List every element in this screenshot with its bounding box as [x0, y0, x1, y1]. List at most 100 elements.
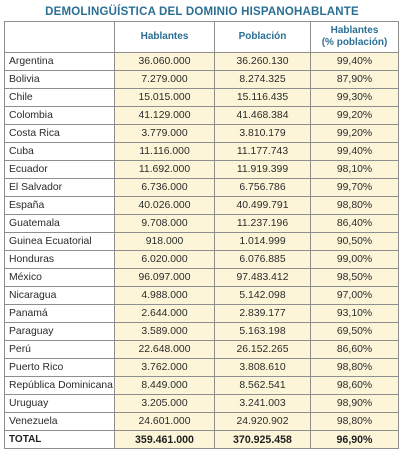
- percent-cell: 99,20%: [310, 124, 399, 143]
- population-cell: 3.810.179: [214, 124, 311, 143]
- population-cell: 3.808.610: [214, 358, 311, 377]
- percent-cell: 98,10%: [310, 160, 399, 179]
- country-cell: Perú: [4, 340, 115, 359]
- country-cell: Cuba: [4, 142, 115, 161]
- percent-cell: 99,20%: [310, 106, 399, 125]
- percent-cell: 98,50%: [310, 268, 399, 287]
- total-label: TOTAL: [4, 430, 115, 449]
- speakers-cell: 36.060.000: [114, 52, 215, 71]
- table-row: Argentina 36.060.000 36.260.130 99,40%: [4, 52, 399, 71]
- table-row: Nicaragua 4.988.000 5.142.098 97,00%: [4, 286, 399, 305]
- population-cell: 26.152.265: [214, 340, 311, 359]
- percent-cell: 98,90%: [310, 394, 399, 413]
- speakers-cell: 41.129.000: [114, 106, 215, 125]
- header-population: Población: [214, 21, 311, 53]
- population-cell: 97.483.412: [214, 268, 311, 287]
- speakers-cell: 15.015.000: [114, 88, 215, 107]
- speakers-cell: 9.708.000: [114, 214, 215, 233]
- population-cell: 15.116.435: [214, 88, 311, 107]
- table-row: República Dominicana 8.449.000 8.562.541 98…: [4, 376, 399, 395]
- percent-cell: 86,40%: [310, 214, 399, 233]
- speakers-cell: 11.116.000: [114, 142, 215, 161]
- table-body: Argentina 36.060.000 36.260.130 99,40% Boliv…: [4, 52, 399, 449]
- speakers-cell: 4.988.000: [114, 286, 215, 305]
- table-row: Honduras 6.020.000 6.076.885 99,00%: [4, 250, 399, 269]
- country-cell: Colombia: [4, 106, 115, 125]
- percent-cell: 99,40%: [310, 52, 399, 71]
- percent-cell: 93,10%: [310, 304, 399, 323]
- country-cell: República Dominicana: [4, 376, 115, 395]
- population-cell: 5.163.198: [214, 322, 311, 341]
- header-country: [4, 21, 115, 53]
- country-cell: Argentina: [4, 52, 115, 71]
- population-cell: 11.919.399: [214, 160, 311, 179]
- table-row: Chile 15.015.000 15.116.435 99,30%: [4, 88, 399, 107]
- population-cell: 41.468.384: [214, 106, 311, 125]
- table-row: Paraguay 3.589.000 5.163.198 69,50%: [4, 322, 399, 341]
- speakers-cell: 3.589.000: [114, 322, 215, 341]
- country-cell: Bolivia: [4, 70, 115, 89]
- header-percent-line2: (% población): [321, 37, 388, 48]
- speakers-cell: 11.692.000: [114, 160, 215, 179]
- country-cell: Nicaragua: [4, 286, 115, 305]
- speakers-cell: 22.648.000: [114, 340, 215, 359]
- speakers-cell: 6.736.000: [114, 178, 215, 197]
- table-title: DEMOLINGÜÍSTICA DEL DOMINIO HISPANOHABLA…: [45, 6, 359, 18]
- country-cell: Honduras: [4, 250, 115, 269]
- country-cell: Panamá: [4, 304, 115, 323]
- country-cell: El Salvador: [4, 178, 115, 197]
- percent-cell: 99,70%: [310, 178, 399, 197]
- table-row: Uruguay 3.205.000 3.241.003 98,90%: [4, 394, 399, 413]
- country-cell: España: [4, 196, 115, 215]
- speakers-cell: 40.026.000: [114, 196, 215, 215]
- header-speakers: Hablantes: [114, 21, 215, 53]
- percent-cell: 98,80%: [310, 196, 399, 215]
- percent-cell: 69,50%: [310, 322, 399, 341]
- total-speakers: 359.461.000: [114, 430, 215, 449]
- country-cell: Chile: [4, 88, 115, 107]
- speakers-cell: 6.020.000: [114, 250, 215, 269]
- population-cell: 11.177.743: [214, 142, 311, 161]
- table-row: Cuba 11.116.000 11.177.743 99,40%: [4, 142, 399, 161]
- table-row: Costa Rica 3.779.000 3.810.179 99,20%: [4, 124, 399, 143]
- table-row: Panamá 2.644.000 2.839.177 93,10%: [4, 304, 399, 323]
- country-cell: México: [4, 268, 115, 287]
- country-cell: Guinea Ecuatorial: [4, 232, 115, 251]
- population-cell: 6.756.786: [214, 178, 311, 197]
- population-cell: 2.839.177: [214, 304, 311, 323]
- speakers-cell: 918.000: [114, 232, 215, 251]
- population-cell: 40.499.791: [214, 196, 311, 215]
- table-row: México 96.097.000 97.483.412 98,50%: [4, 268, 399, 287]
- percent-cell: 86,60%: [310, 340, 399, 359]
- percent-cell: 97,00%: [310, 286, 399, 305]
- population-cell: 8.562.541: [214, 376, 311, 395]
- table-row: Ecuador 11.692.000 11.919.399 98,10%: [4, 160, 399, 179]
- header-row: Hablantes Población Hablantes (% poblaci…: [4, 21, 399, 53]
- table-container: DEMOLINGÜÍSTICA DEL DOMINIO HISPANOHABLA…: [4, 3, 400, 449]
- percent-cell: 87,90%: [310, 70, 399, 89]
- table-row: Guinea Ecuatorial 918.000 1.014.999 90,50%: [4, 232, 399, 251]
- table-row: España 40.026.000 40.499.791 98,80%: [4, 196, 399, 215]
- population-cell: 36.260.130: [214, 52, 311, 71]
- country-cell: Uruguay: [4, 394, 115, 413]
- speakers-cell: 3.779.000: [114, 124, 215, 143]
- table-row: Colombia 41.129.000 41.468.384 99,20%: [4, 106, 399, 125]
- country-cell: Costa Rica: [4, 124, 115, 143]
- population-cell: 3.241.003: [214, 394, 311, 413]
- population-cell: 6.076.885: [214, 250, 311, 269]
- country-cell: Ecuador: [4, 160, 115, 179]
- speakers-cell: 7.279.000: [114, 70, 215, 89]
- country-cell: Paraguay: [4, 322, 115, 341]
- percent-cell: 90,50%: [310, 232, 399, 251]
- table-row: Puerto Rico 3.762.000 3.808.610 98,80%: [4, 358, 399, 377]
- speakers-cell: 8.449.000: [114, 376, 215, 395]
- table-row: Bolivia 7.279.000 8.274.325 87,90%: [4, 70, 399, 89]
- table-row: El Salvador 6.736.000 6.756.786 99,70%: [4, 178, 399, 197]
- demolinguistics-table: Hablantes Población Hablantes (% poblaci…: [4, 21, 399, 449]
- population-cell: 1.014.999: [214, 232, 311, 251]
- total-percent: 96,90%: [310, 430, 399, 449]
- percent-cell: 99,30%: [310, 88, 399, 107]
- table-row: Perú 22.648.000 26.152.265 86,60%: [4, 340, 399, 359]
- total-population: 370.925.458: [214, 430, 311, 449]
- header-percent: Hablantes (% población): [310, 21, 399, 53]
